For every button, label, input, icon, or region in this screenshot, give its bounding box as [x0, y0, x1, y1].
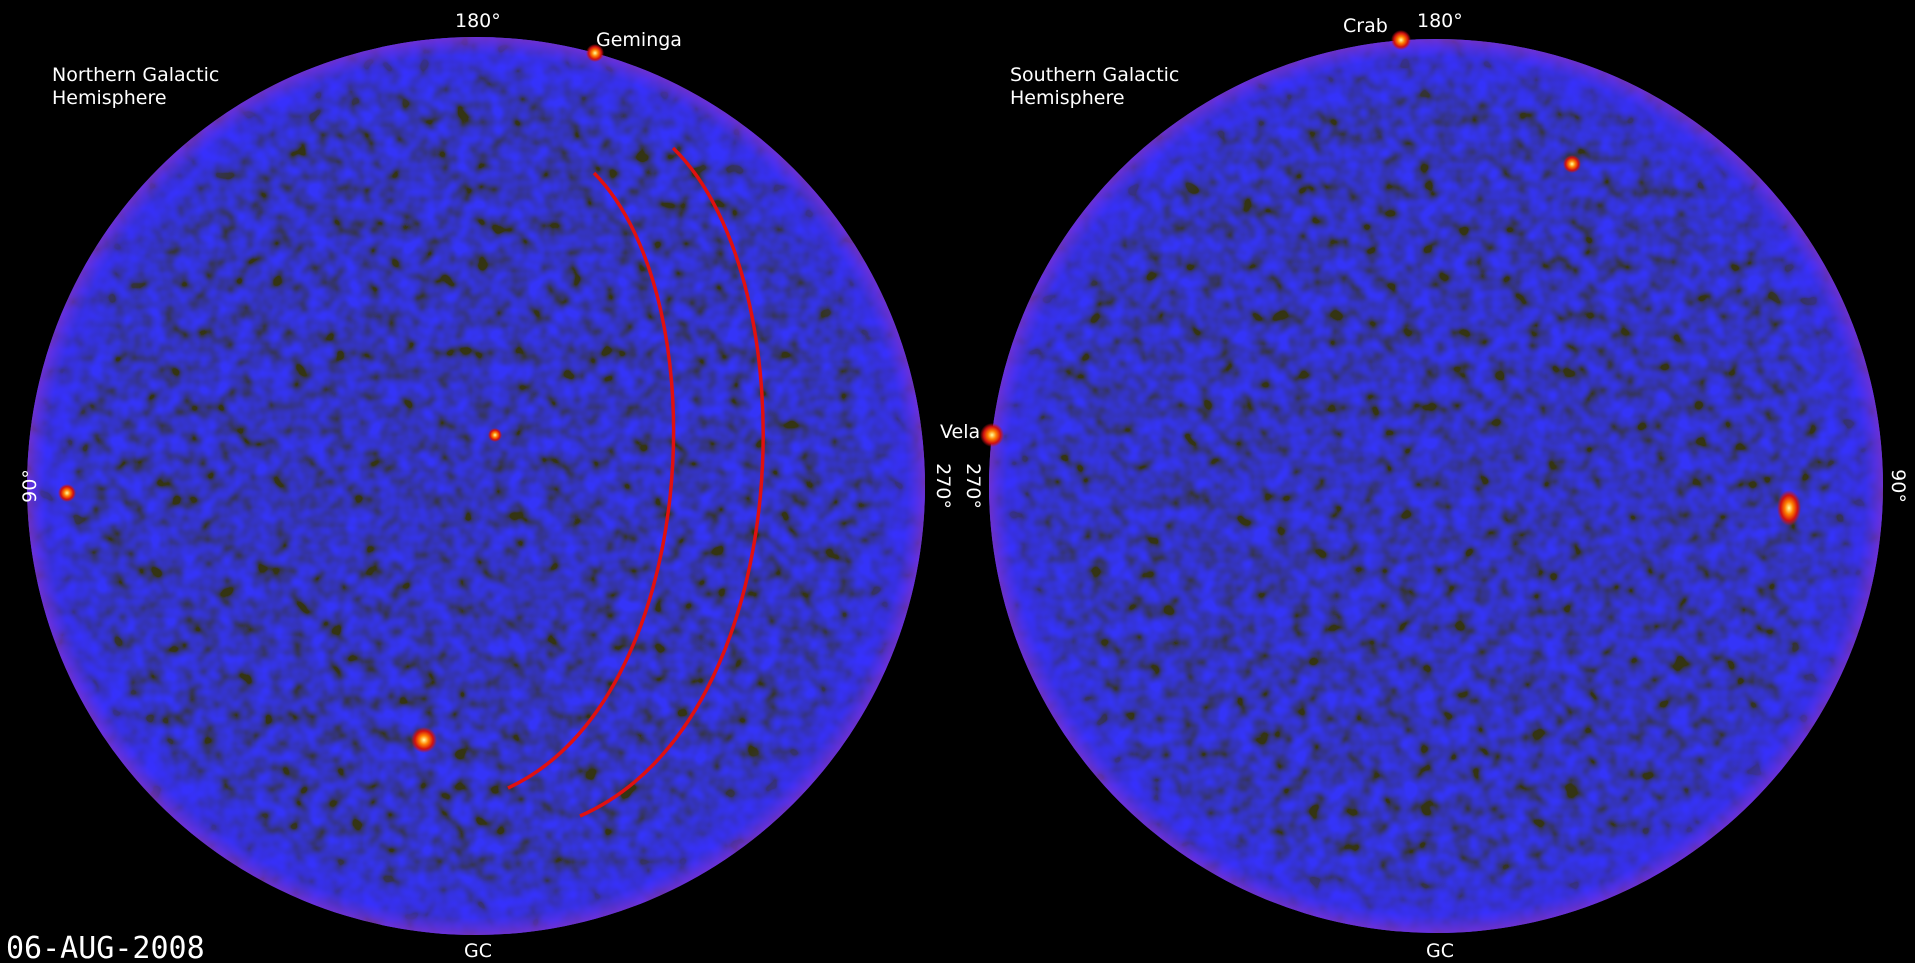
north-title: Hemisphere [52, 87, 167, 109]
source [1777, 490, 1801, 526]
source [58, 484, 76, 502]
page: {"date": "06-AUG-2008", "north": {"title… [0, 0, 1915, 963]
south-source-left-label: Vela [940, 421, 980, 443]
source [411, 727, 437, 753]
north-right-label: 270° [932, 463, 954, 509]
north-source-label: Geminga [596, 29, 682, 51]
south-source-top-label: Crab [1343, 15, 1388, 37]
south-top-label: 180° [1417, 10, 1463, 32]
south-left-label: 270° [962, 463, 984, 509]
date: 06-AUG-2008 [6, 931, 205, 963]
north-top-label: 180° [455, 10, 501, 32]
sky-maps: Northern Galactic Hemisphere 180° Geming… [0, 0, 1915, 963]
south-title: Hemisphere [1010, 87, 1125, 109]
source [980, 423, 1004, 447]
south-right-label: 90° [1887, 469, 1909, 503]
north-rim [27, 37, 925, 935]
north-left-label: 90° [19, 469, 41, 503]
south-bottom-label: GC [1426, 940, 1454, 962]
south-rim [989, 39, 1883, 933]
source [488, 428, 502, 442]
south-title: Southern Galactic [1010, 64, 1179, 86]
north-bottom-label: GC [464, 940, 492, 962]
source [1391, 30, 1411, 50]
body: Northern Galactic Hemisphere 180° Geming… [0, 0, 1915, 963]
north-title: Northern Galactic [52, 64, 219, 86]
source [1563, 155, 1581, 173]
